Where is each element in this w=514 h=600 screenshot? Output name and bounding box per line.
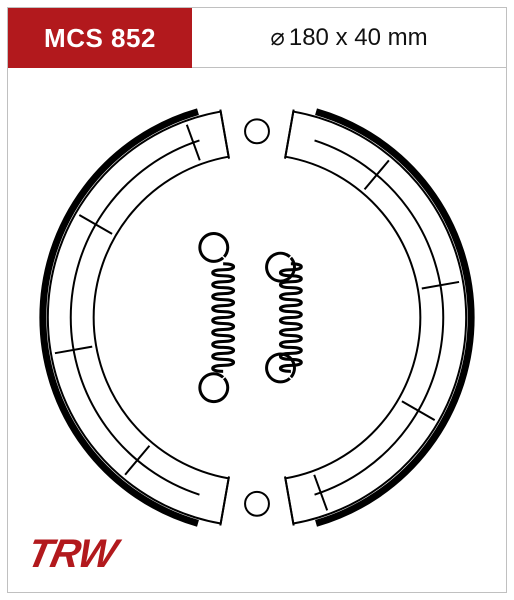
product-card: MCS 852 ⌀180 x 40 mm TRW bbox=[7, 7, 507, 593]
diagram-area: TRW bbox=[8, 68, 506, 592]
dimension-text: ⌀180 x 40 mm bbox=[270, 23, 427, 52]
dimension-value: 180 x 40 mm bbox=[289, 24, 428, 51]
diameter-symbol: ⌀ bbox=[270, 24, 284, 51]
card-header: MCS 852 ⌀180 x 40 mm bbox=[8, 8, 506, 68]
brand-logo-text: TRW bbox=[24, 536, 119, 572]
dimension-panel: ⌀180 x 40 mm bbox=[192, 8, 506, 68]
part-number-panel: MCS 852 bbox=[8, 8, 192, 68]
part-number-text: MCS 852 bbox=[44, 23, 156, 54]
brand-logo: TRW bbox=[28, 536, 115, 572]
brake-shoe-diagram bbox=[8, 68, 506, 592]
